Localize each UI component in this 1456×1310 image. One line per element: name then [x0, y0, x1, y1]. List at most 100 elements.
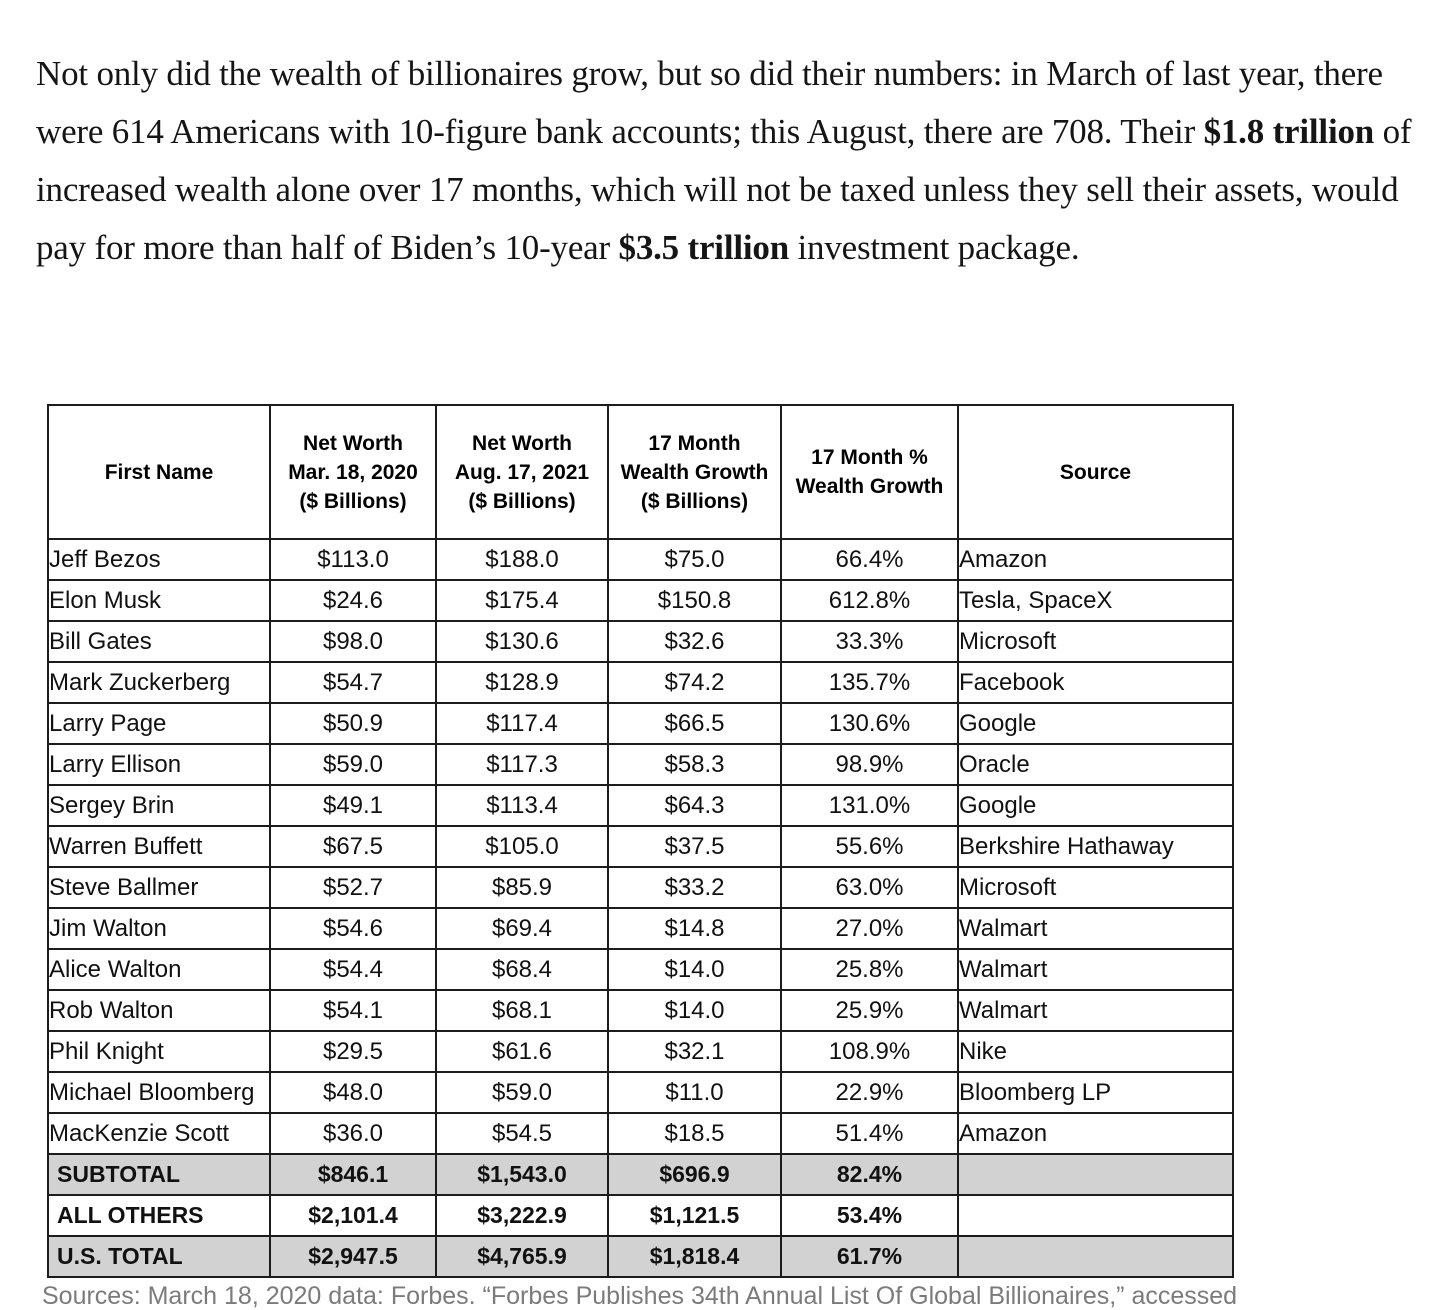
column-header-0: First Name — [47, 404, 271, 540]
table-row: Bill Gates $98.0 $130.6 $32.6 33.3% Microsoft — [47, 620, 1234, 663]
table-row: Larry Page $50.9 $117.4 $66.5 130.6% Google — [47, 702, 1234, 745]
cell-net-worth-2020: $29.5 — [269, 1030, 437, 1073]
cell-net-worth-2021: $188.0 — [435, 538, 609, 581]
table-row: Steve Ballmer $52.7 $85.9 $33.2 63.0% Microso… — [47, 866, 1234, 909]
cell-first-name: Steve Ballmer — [47, 866, 271, 909]
table-total-row: SUBTOTAL $846.1 $1,543.0 $696.9 82.4% — [47, 1153, 1234, 1196]
cell-wealth-growth-pct: 82.4% — [780, 1153, 959, 1196]
cell-source: Microsoft — [957, 620, 1234, 663]
cell-source: Oracle — [957, 743, 1234, 786]
cell-first-name: Elon Musk — [47, 579, 271, 622]
cell-net-worth-2020: $54.7 — [269, 661, 437, 704]
column-header-3: 17 Month Wealth Growth ($ Billions) — [607, 404, 782, 540]
cell-wealth-growth-pct: 130.6% — [780, 702, 959, 745]
cell-wealth-growth: $1,818.4 — [607, 1235, 782, 1278]
column-header-1: Net Worth Mar. 18, 2020 ($ Billions) — [269, 404, 437, 540]
cell-wealth-growth-pct: 53.4% — [780, 1194, 959, 1237]
column-header-line: ($ Billions) — [468, 489, 576, 513]
cell-net-worth-2020: $24.6 — [269, 579, 437, 622]
cell-wealth-growth: $32.1 — [607, 1030, 782, 1073]
cell-net-worth-2021: $54.5 — [435, 1112, 609, 1155]
cell-source: Microsoft — [957, 866, 1234, 909]
column-header-line: ($ Billions) — [640, 489, 749, 513]
billionaire-wealth-table: First Name Net Worth Mar. 18, 2020 ($ Billi… — [47, 404, 1234, 1278]
cell-wealth-growth: $14.0 — [607, 989, 782, 1032]
cell-net-worth-2021: $130.6 — [435, 620, 609, 663]
cell-wealth-growth: $66.5 — [607, 702, 782, 745]
column-header-4: 17 Month % Wealth Growth — [780, 404, 959, 540]
cell-wealth-growth: $37.5 — [607, 825, 782, 868]
cell-source: Facebook — [957, 661, 1234, 704]
cell-source: Tesla, SpaceX — [957, 579, 1234, 622]
cell-wealth-growth: $75.0 — [607, 538, 782, 581]
table-body: Jeff Bezos $113.0 $188.0 $75.0 66.4% Amazon El… — [47, 538, 1234, 1278]
cell-wealth-growth-pct: 22.9% — [780, 1071, 959, 1114]
cell-net-worth-2021: $59.0 — [435, 1071, 609, 1114]
cell-wealth-growth-pct: 108.9% — [780, 1030, 959, 1073]
table-row: Phil Knight $29.5 $61.6 $32.1 108.9% Nike — [47, 1030, 1234, 1073]
cell-net-worth-2021: $175.4 — [435, 579, 609, 622]
cell-total-label: SUBTOTAL — [47, 1153, 271, 1196]
cell-net-worth-2021: $117.3 — [435, 743, 609, 786]
column-header-line: Net Worth — [303, 431, 403, 455]
cell-wealth-growth: $33.2 — [607, 866, 782, 909]
cell-net-worth-2020: $54.6 — [269, 907, 437, 950]
table-row: Warren Buffett $67.5 $105.0 $37.5 55.6% Berks… — [47, 825, 1234, 868]
column-header-line: Wealth Growth — [620, 460, 769, 484]
cell-wealth-growth: $58.3 — [607, 743, 782, 786]
cell-wealth-growth: $18.5 — [607, 1112, 782, 1155]
cell-net-worth-2021: $68.1 — [435, 989, 609, 1032]
cell-wealth-growth-pct: 61.7% — [780, 1235, 959, 1278]
cell-source: Nike — [957, 1030, 1234, 1073]
column-header-2: Net Worth Aug. 17, 2021 ($ Billions) — [435, 404, 609, 540]
table-row: Elon Musk $24.6 $175.4 $150.8 612.8% Tesla, S… — [47, 579, 1234, 622]
cell-net-worth-2020: $98.0 — [269, 620, 437, 663]
cell-wealth-growth-pct: 131.0% — [780, 784, 959, 827]
cell-wealth-growth-pct: 98.9% — [780, 743, 959, 786]
cell-net-worth-2020: $49.1 — [269, 784, 437, 827]
cell-wealth-growth-pct: 55.6% — [780, 825, 959, 868]
cell-wealth-growth-pct: 25.9% — [780, 989, 959, 1032]
cell-first-name: Jeff Bezos — [47, 538, 271, 581]
cell-net-worth-2020: $36.0 — [269, 1112, 437, 1155]
cell-net-worth-2020: $54.1 — [269, 989, 437, 1032]
emphasis-amount: $1.8 trillion — [1203, 112, 1375, 151]
cell-wealth-growth-pct: 66.4% — [780, 538, 959, 581]
cell-source: Walmart — [957, 907, 1234, 950]
table-header-row: First Name Net Worth Mar. 18, 2020 ($ Billi… — [47, 404, 1234, 540]
cell-first-name: Mark Zuckerberg — [47, 661, 271, 704]
cell-net-worth-2020: $113.0 — [269, 538, 437, 581]
cell-wealth-growth-pct: 63.0% — [780, 866, 959, 909]
cell-wealth-growth: $150.8 — [607, 579, 782, 622]
cell-net-worth-2021: $69.4 — [435, 907, 609, 950]
cell-first-name: Warren Buffett — [47, 825, 271, 868]
cell-net-worth-2020: $2,101.4 — [269, 1194, 437, 1237]
table-row: Sergey Brin $49.1 $113.4 $64.3 131.0% Google — [47, 784, 1234, 827]
table-row: Rob Walton $54.1 $68.1 $14.0 25.9% Walmart — [47, 989, 1234, 1032]
cell-source — [957, 1235, 1234, 1278]
cell-source: Google — [957, 702, 1234, 745]
column-header-line: 17 Month % — [811, 446, 928, 469]
table-row: Jeff Bezos $113.0 $188.0 $75.0 66.4% Amazon — [47, 538, 1234, 581]
cell-net-worth-2021: $1,543.0 — [435, 1153, 609, 1196]
cell-wealth-growth: $64.3 — [607, 784, 782, 827]
cell-net-worth-2021: $68.4 — [435, 948, 609, 991]
cell-net-worth-2020: $59.0 — [269, 743, 437, 786]
cell-first-name: Rob Walton — [47, 989, 271, 1032]
column-header-line: Net Worth — [472, 431, 572, 455]
cell-wealth-growth-pct: 135.7% — [780, 661, 959, 704]
table-row: Michael Bloomberg $48.0 $59.0 $11.0 22.9% Blo… — [47, 1071, 1234, 1114]
billionaire-wealth-table-container: First Name Net Worth Mar. 18, 2020 ($ Billi… — [47, 404, 1234, 1278]
table-row: Alice Walton $54.4 $68.4 $14.0 25.8% Walmart — [47, 948, 1234, 991]
cell-first-name: MacKenzie Scott — [47, 1112, 271, 1155]
intro-paragraph: Not only did the wealth of billionaires … — [36, 54, 1412, 267]
cell-first-name: Alice Walton — [47, 948, 271, 991]
cell-total-label: U.S. TOTAL — [47, 1235, 271, 1278]
cell-wealth-growth: $32.6 — [607, 620, 782, 663]
column-header-5: Source — [957, 404, 1234, 540]
cell-net-worth-2021: $61.6 — [435, 1030, 609, 1073]
cell-net-worth-2020: $50.9 — [269, 702, 437, 745]
cell-wealth-growth: $1,121.5 — [607, 1194, 782, 1237]
cell-net-worth-2021: $85.9 — [435, 866, 609, 909]
cell-net-worth-2020: $846.1 — [269, 1153, 437, 1196]
